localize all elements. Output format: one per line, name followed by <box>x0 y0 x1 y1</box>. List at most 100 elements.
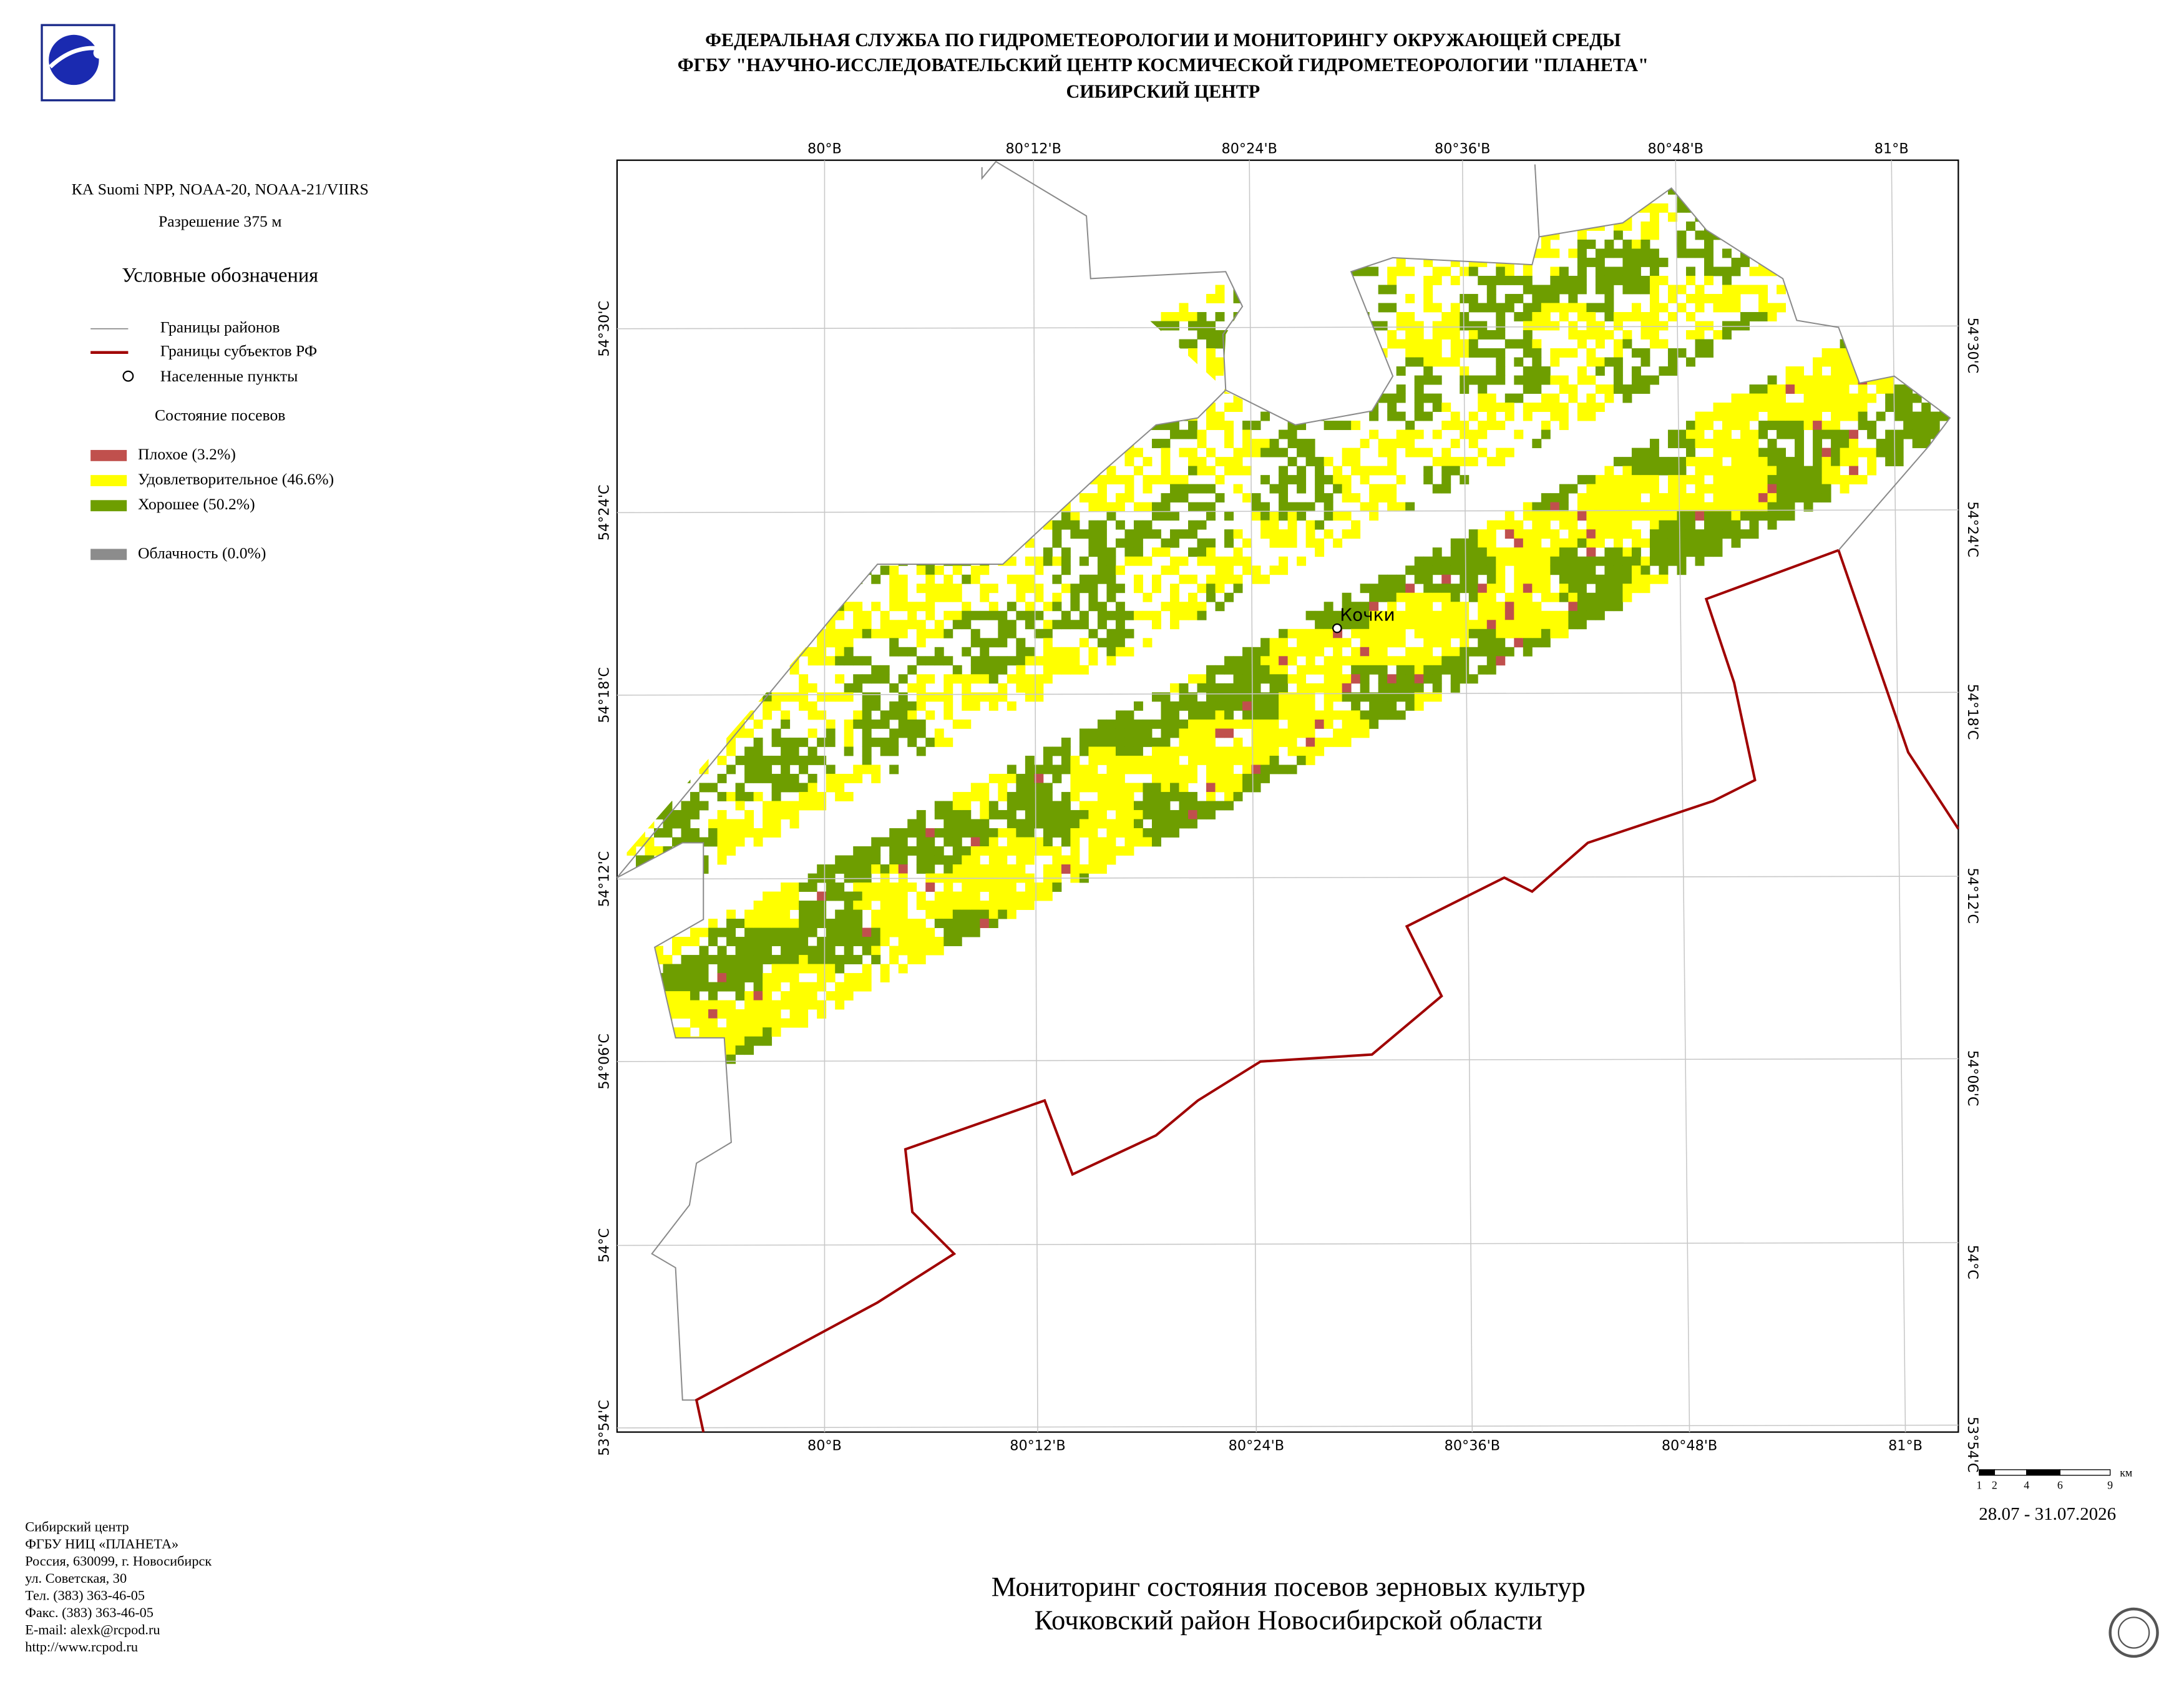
crop-cell <box>1604 520 1614 530</box>
crop-cell <box>1541 311 1551 321</box>
crop-cell <box>1378 692 1388 702</box>
crop-cell <box>970 638 980 648</box>
crop-cell <box>1704 266 1714 276</box>
crop-cell <box>1342 484 1352 494</box>
crop-cell <box>1133 783 1143 793</box>
crop-cell <box>1007 773 1016 783</box>
crop-cell <box>853 628 863 638</box>
crop-cell <box>1803 475 1813 485</box>
crop-cell <box>1468 574 1478 584</box>
crop-cell <box>1305 683 1315 693</box>
crop-cell <box>1713 466 1723 476</box>
crop-cell <box>1396 610 1406 620</box>
crop-cell <box>1460 638 1470 648</box>
crop-cell <box>1315 647 1325 657</box>
crop-cell <box>717 946 727 956</box>
crop-cell <box>1133 719 1143 729</box>
crop-cell <box>1559 556 1569 566</box>
crop-cell <box>1179 556 1189 566</box>
crop-cell <box>1197 547 1207 557</box>
crop-cell <box>1315 475 1325 485</box>
crop-cell <box>1523 610 1533 620</box>
crop-cell <box>1423 592 1433 602</box>
crop-cell <box>880 964 890 974</box>
crop-cell <box>898 919 908 929</box>
crop-cell <box>889 737 899 747</box>
crop-cell <box>1315 746 1325 756</box>
crop-cell <box>988 809 998 819</box>
crop-cell <box>1758 393 1768 403</box>
crop-cell <box>1169 728 1179 738</box>
crop-cell <box>1151 475 1161 485</box>
crop-cell <box>735 1027 745 1037</box>
crop-cell <box>1450 674 1460 684</box>
crop-cell <box>1695 484 1705 494</box>
crop-cell <box>1224 719 1234 729</box>
crop-cell <box>1496 602 1506 612</box>
crop-cell <box>1722 511 1732 521</box>
crop-cell <box>907 846 917 856</box>
crop-cell <box>1604 511 1614 521</box>
crop-cell <box>862 946 872 956</box>
crop-cell <box>1586 520 1596 530</box>
crop-cell <box>1695 421 1705 431</box>
crop-cell <box>1677 466 1687 476</box>
crop-cell <box>1106 728 1116 738</box>
crop-cell <box>1297 647 1307 657</box>
crop-cell <box>1785 457 1795 467</box>
lon-label: 80°12'В <box>1010 1437 1065 1454</box>
crop-cell <box>962 891 972 901</box>
crop-cell <box>1758 511 1768 521</box>
crop-cell <box>1151 809 1161 819</box>
crop-cell <box>1450 321 1460 331</box>
crop-cell <box>1115 755 1125 765</box>
crop-cell <box>943 656 953 666</box>
crop-cell <box>1197 746 1207 756</box>
crop-cell <box>988 674 998 684</box>
crop-cell <box>844 728 854 738</box>
crop-cell <box>753 955 763 965</box>
crop-cell <box>690 1000 700 1010</box>
crop-cell <box>1659 520 1669 530</box>
crop-cell <box>889 837 899 847</box>
crop-cell <box>1468 538 1478 548</box>
crop-cell <box>980 647 990 657</box>
crop-cell <box>826 937 836 947</box>
crop-cell <box>1342 475 1352 485</box>
crop-cell <box>1097 755 1107 765</box>
crop-cell <box>663 964 673 974</box>
crop-cell <box>1016 656 1026 666</box>
crop-cell <box>1821 393 1831 403</box>
crop-cell <box>744 746 754 756</box>
crop-cell <box>1631 502 1641 512</box>
crop-cell <box>1685 475 1695 485</box>
crop-cell <box>1197 321 1207 331</box>
crop-cell <box>934 565 944 575</box>
crop-cell <box>1106 773 1116 783</box>
crop-cell <box>898 883 908 892</box>
crop-cell <box>1161 701 1171 711</box>
crop-cell <box>1106 737 1116 747</box>
crop-cell <box>1151 783 1161 793</box>
crop-cell <box>1813 447 1823 457</box>
crop-cell <box>1242 429 1252 439</box>
crop-cell <box>962 909 972 919</box>
crop-cell <box>1595 602 1605 612</box>
crop-cell <box>1115 538 1125 548</box>
crop-cell <box>1206 755 1216 765</box>
crop-cell <box>1432 275 1442 285</box>
crop-cell <box>1197 710 1207 720</box>
crop-cell <box>1215 293 1225 303</box>
crop-cell <box>817 982 827 992</box>
crop-cell <box>1858 475 1868 485</box>
crop-cell <box>1622 339 1632 349</box>
crop-cell <box>1106 647 1116 657</box>
crop-cell <box>1677 248 1687 258</box>
crop-cell <box>1206 683 1216 693</box>
crop-cell <box>1143 837 1153 847</box>
crop-cell <box>1251 421 1261 431</box>
crop-cell <box>1206 728 1216 738</box>
crop-cell <box>1640 257 1650 267</box>
crop-cell <box>1468 439 1478 449</box>
crop-cell <box>1151 737 1161 747</box>
